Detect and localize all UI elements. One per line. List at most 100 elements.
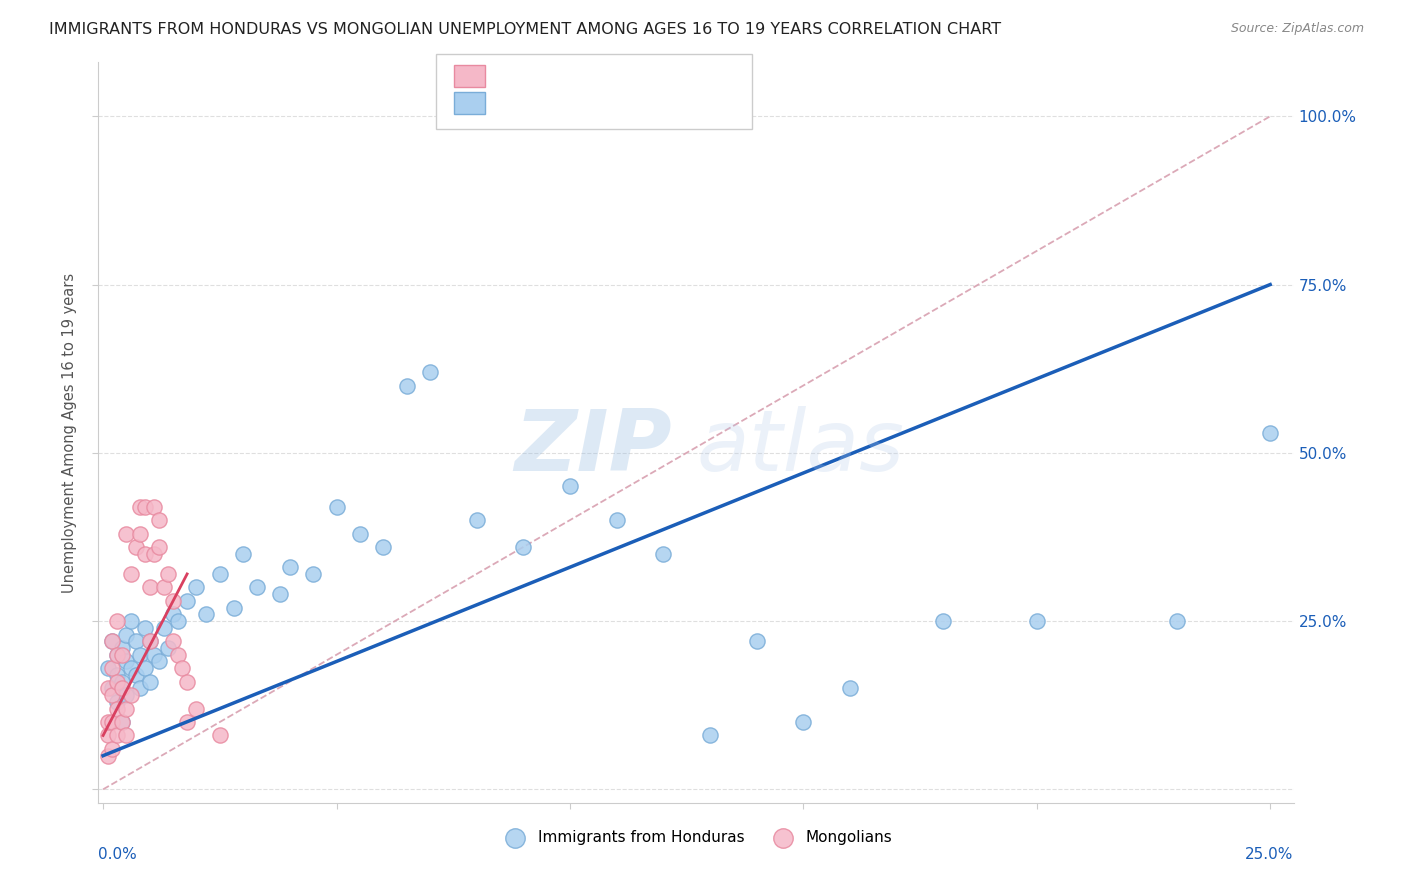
- Point: [139, 674, 162, 689]
- Point: [129, 526, 152, 541]
- Point: [152, 621, 174, 635]
- Legend: Immigrants from Honduras, Mongolians: Immigrants from Honduras, Mongolians: [494, 823, 898, 851]
- Point: [101, 681, 124, 696]
- Point: [143, 648, 166, 662]
- Point: [105, 701, 128, 715]
- Point: [652, 547, 675, 561]
- Point: [148, 655, 170, 669]
- Point: [101, 742, 124, 756]
- Point: [125, 668, 148, 682]
- Text: Source: ZipAtlas.com: Source: ZipAtlas.com: [1230, 22, 1364, 36]
- Point: [349, 526, 371, 541]
- Point: [186, 701, 208, 715]
- Point: [162, 607, 184, 622]
- Text: 0.259: 0.259: [534, 67, 586, 85]
- Point: [148, 513, 170, 527]
- Text: 0.0%: 0.0%: [98, 847, 138, 863]
- Point: [792, 714, 814, 729]
- Point: [325, 500, 347, 514]
- Point: [558, 479, 581, 493]
- Point: [932, 614, 955, 628]
- Point: [606, 513, 628, 527]
- Point: [97, 729, 120, 743]
- Point: [302, 566, 325, 581]
- Point: [1166, 614, 1188, 628]
- Point: [157, 566, 180, 581]
- Text: IMMIGRANTS FROM HONDURAS VS MONGOLIAN UNEMPLOYMENT AMONG AGES 16 TO 19 YEARS COR: IMMIGRANTS FROM HONDURAS VS MONGOLIAN UN…: [49, 22, 1001, 37]
- Point: [97, 681, 120, 696]
- Point: [115, 688, 138, 702]
- Point: [162, 594, 184, 608]
- Point: [186, 581, 208, 595]
- Point: [105, 648, 128, 662]
- Point: [208, 566, 231, 581]
- Point: [97, 748, 120, 763]
- Point: [278, 560, 301, 574]
- Point: [134, 621, 156, 635]
- Point: [105, 614, 128, 628]
- Point: [134, 661, 156, 675]
- Point: [105, 729, 128, 743]
- Point: [101, 661, 124, 675]
- Point: [1258, 425, 1281, 440]
- Point: [465, 513, 488, 527]
- Point: [699, 729, 721, 743]
- Point: [101, 688, 124, 702]
- Point: [839, 681, 862, 696]
- Point: [97, 714, 120, 729]
- Text: R =: R =: [496, 67, 533, 85]
- Point: [269, 587, 291, 601]
- Point: [105, 668, 128, 682]
- Point: [745, 634, 768, 648]
- Point: [143, 547, 166, 561]
- Point: [115, 627, 138, 641]
- Text: N =: N =: [583, 67, 620, 85]
- Text: atlas: atlas: [696, 406, 904, 489]
- Point: [115, 655, 138, 669]
- Point: [120, 566, 142, 581]
- Point: [120, 688, 142, 702]
- Point: [111, 681, 134, 696]
- Point: [97, 661, 120, 675]
- Point: [120, 614, 142, 628]
- Point: [172, 661, 194, 675]
- Point: [157, 640, 180, 655]
- Text: R =: R =: [496, 94, 533, 112]
- Point: [129, 681, 152, 696]
- Point: [139, 634, 162, 648]
- Text: 25.0%: 25.0%: [1246, 847, 1294, 863]
- Point: [129, 648, 152, 662]
- Point: [166, 614, 188, 628]
- Point: [111, 674, 134, 689]
- Point: [162, 634, 184, 648]
- Point: [111, 640, 134, 655]
- Point: [373, 540, 395, 554]
- Point: [125, 634, 148, 648]
- Point: [115, 701, 138, 715]
- Y-axis label: Unemployment Among Ages 16 to 19 years: Unemployment Among Ages 16 to 19 years: [62, 273, 77, 592]
- Point: [176, 714, 198, 729]
- Point: [129, 500, 152, 514]
- Text: N =: N =: [583, 94, 620, 112]
- Point: [152, 581, 174, 595]
- Point: [148, 540, 170, 554]
- Point: [194, 607, 217, 622]
- Text: 43: 43: [621, 67, 645, 85]
- Point: [111, 714, 134, 729]
- Point: [1025, 614, 1047, 628]
- Point: [395, 378, 418, 392]
- Point: [101, 714, 124, 729]
- Point: [120, 661, 142, 675]
- Point: [512, 540, 534, 554]
- Text: 0.511: 0.511: [534, 94, 586, 112]
- Point: [139, 581, 162, 595]
- Point: [115, 729, 138, 743]
- Text: 56: 56: [621, 94, 644, 112]
- Point: [139, 634, 162, 648]
- Point: [176, 674, 198, 689]
- Point: [166, 648, 188, 662]
- Point: [101, 634, 124, 648]
- Text: ZIP: ZIP: [515, 406, 672, 489]
- Point: [105, 695, 128, 709]
- Point: [134, 547, 156, 561]
